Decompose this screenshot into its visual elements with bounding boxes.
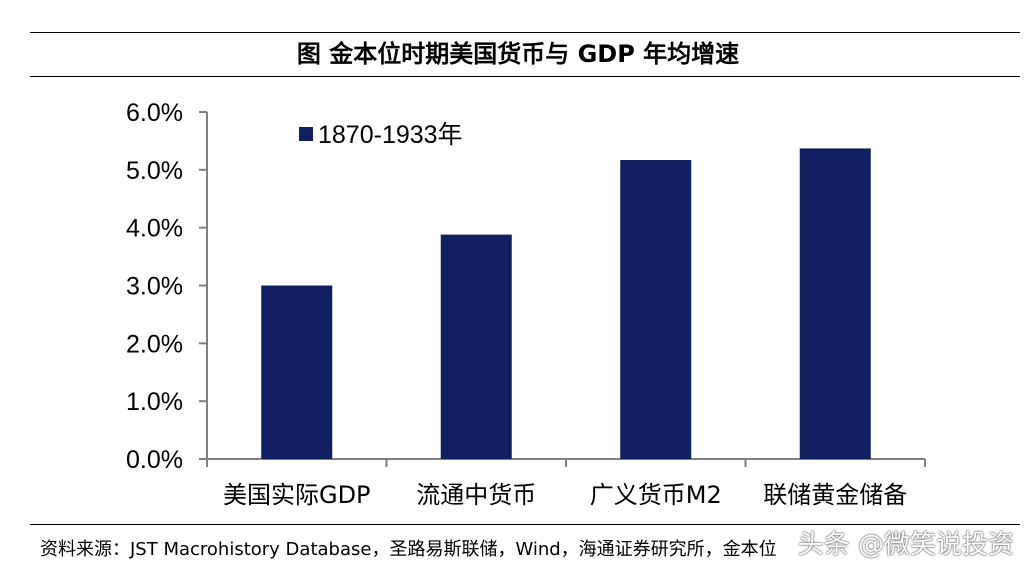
bar-3 <box>620 160 692 460</box>
bar-chart: 0.0% 1.0% 2.0% 3.0% 4.0% 5.0% 6.0% 美国实际GDP 流通中货… <box>126 99 926 509</box>
x-category-label: 流通中货币 <box>416 481 536 509</box>
bar-2 <box>440 234 512 459</box>
bottom-rule <box>30 524 1020 525</box>
top-rule <box>30 32 1020 33</box>
bar-1 <box>261 285 333 459</box>
title-rule <box>30 76 1020 77</box>
y-tick-label: 3.0% <box>126 273 183 301</box>
source-note: 资料来源：JST Macrohistory Database，圣路易斯联储，Wi… <box>40 539 777 560</box>
x-category-label: 联储黄金储备 <box>763 481 907 509</box>
y-tick-label: 5.0% <box>126 157 183 185</box>
y-tick-label: 6.0% <box>126 99 183 127</box>
x-category-labels: 美国实际GDP 流通中货币 广义货币M2 联储黄金储备 <box>223 481 907 509</box>
y-tick-label: 4.0% <box>126 215 183 243</box>
legend-swatch <box>299 127 313 141</box>
chart-bars <box>261 148 871 460</box>
y-tick-label: 1.0% <box>126 388 183 416</box>
x-category-label: 美国实际GDP <box>223 481 371 509</box>
y-tick-label: 2.0% <box>126 330 183 358</box>
x-category-label: 广义货币M2 <box>590 481 722 509</box>
chart-title: 图 金本位时期美国货币与 GDP 年均增速 <box>296 40 740 68</box>
y-tick-label: 0.0% <box>126 446 183 474</box>
legend-label: 1870-1933年 <box>318 121 463 149</box>
legend: 1870-1933年 <box>299 121 463 149</box>
watermark: 头条 @微笑说投资 <box>797 530 1014 560</box>
y-tick-labels: 0.0% 1.0% 2.0% 3.0% 4.0% 5.0% 6.0% <box>126 99 183 474</box>
bar-4 <box>799 148 871 459</box>
